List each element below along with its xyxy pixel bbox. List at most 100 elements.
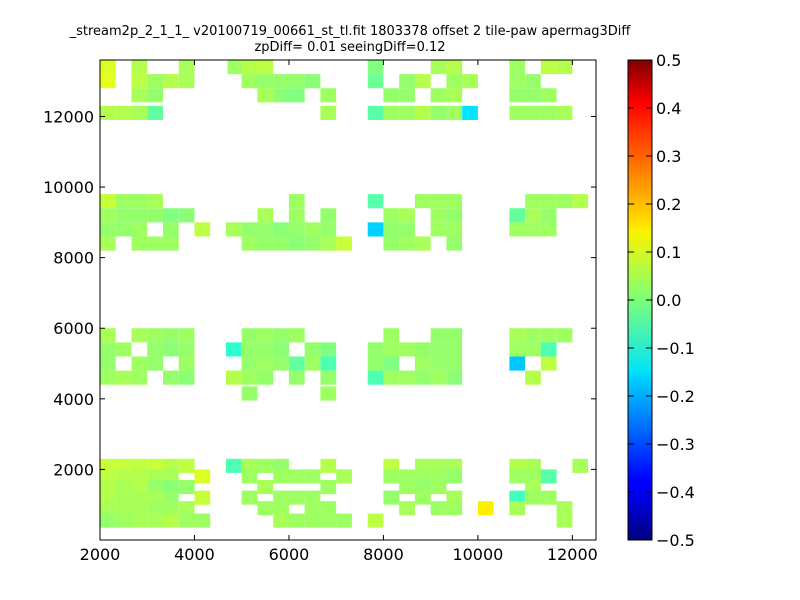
heatmap-cell xyxy=(115,370,132,385)
heatmap-cell xyxy=(288,328,305,343)
heatmap-cell xyxy=(100,222,116,237)
heatmap-cell xyxy=(100,74,116,89)
heatmap-cell xyxy=(131,236,148,251)
heatmap-cell xyxy=(540,469,557,484)
heatmap-cell xyxy=(540,342,557,357)
heatmap-cell xyxy=(320,386,337,401)
heatmap-cell xyxy=(147,490,163,505)
heatmap-cell xyxy=(304,490,321,505)
heatmap-cell xyxy=(257,501,274,516)
heatmap-cell xyxy=(556,194,573,209)
heatmap-cell xyxy=(414,458,431,473)
heatmap-cell xyxy=(446,88,463,103)
heatmap-cell xyxy=(525,88,541,103)
heatmap-cell xyxy=(100,356,116,371)
heatmap-cell xyxy=(273,222,289,237)
heatmap-cell xyxy=(131,74,148,89)
heatmap-cell xyxy=(257,60,274,75)
heatmap-cell xyxy=(304,74,321,89)
heatmap-cell xyxy=(430,501,447,516)
heatmap-cell xyxy=(430,458,447,473)
heatmap-cell xyxy=(430,194,447,209)
heatmap-cell xyxy=(257,342,274,357)
heatmap-cell xyxy=(288,74,305,89)
heatmap-cell xyxy=(257,236,274,251)
heatmap-cell xyxy=(367,356,384,371)
heatmap-cell xyxy=(257,370,274,385)
heatmap-cell xyxy=(540,194,557,209)
heatmap-cell xyxy=(288,370,305,385)
heatmap-cell xyxy=(430,222,447,237)
heatmap-cell xyxy=(304,236,321,251)
heatmap-cell xyxy=(540,490,557,505)
heatmap-cell xyxy=(147,74,163,89)
heatmap-cell xyxy=(540,60,557,75)
colorbar-tick-label: −0.5 xyxy=(656,531,695,550)
heatmap-cell xyxy=(336,469,352,484)
heatmap-cell xyxy=(414,490,431,505)
heatmap-cell xyxy=(477,501,494,516)
heatmap-cell xyxy=(257,74,274,89)
y-tick-label: 6000 xyxy=(53,319,94,338)
heatmap-cell xyxy=(100,328,116,343)
heatmap-cell xyxy=(131,490,148,505)
heatmap-cell xyxy=(225,222,242,237)
x-tick-label: 8000 xyxy=(363,545,404,564)
heatmap-cell xyxy=(162,74,179,89)
heatmap-cell xyxy=(430,480,447,495)
heatmap-cell xyxy=(241,236,258,251)
heatmap-cell xyxy=(430,328,447,343)
heatmap-cell xyxy=(241,386,258,401)
heatmap-cell xyxy=(194,222,211,237)
y-tick-label: 10000 xyxy=(43,178,94,197)
colorbar-tick-label: −0.4 xyxy=(656,483,695,502)
heatmap-cell xyxy=(131,88,148,103)
heatmap-cell xyxy=(509,458,526,473)
heatmap-cell xyxy=(509,469,526,484)
heatmap-cell xyxy=(115,458,132,473)
heatmap-cell xyxy=(178,60,195,75)
heatmap-cell xyxy=(273,501,289,516)
heatmap-cell xyxy=(430,88,447,103)
colorbar-tick-label: 0.0 xyxy=(656,291,681,310)
heatmap-cell xyxy=(304,342,321,357)
heatmap-cell xyxy=(399,208,415,223)
heatmap-cell xyxy=(430,105,447,120)
heatmap-cell xyxy=(430,342,447,357)
heatmap-cell xyxy=(320,236,337,251)
heatmap-cell xyxy=(115,222,132,237)
heatmap-cell xyxy=(100,513,116,528)
heatmap-cell xyxy=(367,342,384,357)
heatmap-cell xyxy=(147,328,163,343)
heatmap-cell xyxy=(399,88,415,103)
heatmap-cell xyxy=(100,501,116,516)
heatmap-cell xyxy=(430,356,447,371)
heatmap-cell xyxy=(320,458,337,473)
heatmap-cell xyxy=(273,74,289,89)
heatmap-cell xyxy=(399,342,415,357)
heatmap-cell xyxy=(320,513,337,528)
heatmap-cell xyxy=(525,194,541,209)
heatmap-cell xyxy=(383,222,400,237)
heatmap-cell xyxy=(446,74,463,89)
heatmap-cell xyxy=(383,342,400,357)
heatmap-cell xyxy=(288,236,305,251)
heatmap-cell xyxy=(241,342,258,357)
colorbar-ticks: 0.5 0.4 0.3 0.2 0.1 0.0 −0.1 −0.2 −0.3 −0.4 −0.5 xyxy=(628,51,695,550)
heatmap-cell xyxy=(446,194,463,209)
heatmap-cell xyxy=(288,513,305,528)
heatmap-cell xyxy=(525,208,541,223)
heatmap-cell xyxy=(147,458,163,473)
heatmap-cell xyxy=(273,469,289,484)
colorbar-tick-label: 0.2 xyxy=(656,195,681,214)
heatmap-cell xyxy=(446,490,463,505)
heatmap-cell xyxy=(131,370,148,385)
heatmap-cell xyxy=(100,342,116,357)
heatmap-cell xyxy=(399,370,415,385)
heatmap-cell xyxy=(304,513,321,528)
heatmap-cell xyxy=(115,342,132,357)
heatmap-cell xyxy=(320,356,337,371)
heatmap-cell xyxy=(241,370,258,385)
heatmap-cell xyxy=(115,501,132,516)
